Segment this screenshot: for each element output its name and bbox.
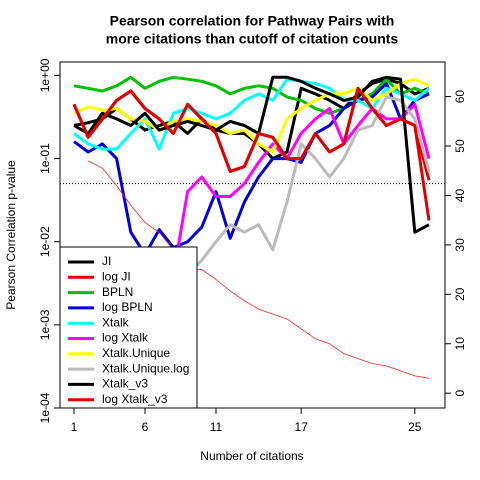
legend-label: BPLN	[102, 285, 133, 299]
x-tick-label: 11	[210, 420, 223, 434]
x-tick-label: 17	[295, 420, 309, 434]
y2-tick-label: 40	[453, 188, 467, 202]
y-tick-label: 1e-01	[38, 143, 52, 174]
y-tick-label: 1e+00	[38, 58, 52, 92]
x-axis-label: Number of citations	[200, 449, 303, 463]
series-line	[72, 86, 431, 221]
y2-tick-label: 20	[453, 287, 467, 301]
legend-label: log JI	[102, 269, 131, 283]
y-axis-label: Pearson Correlation p-value	[4, 160, 18, 310]
chart-title: more citations than cutoff of citation c…	[106, 31, 399, 47]
y-tick-label: 1e-04	[38, 392, 52, 423]
y2-tick-label: 30	[453, 238, 467, 252]
y2-tick-label: 50	[453, 139, 467, 153]
series-line	[88, 160, 430, 379]
x-tick-label: 25	[408, 420, 422, 434]
legend-label: Xtalk.Unique.log	[102, 361, 189, 375]
legend-label: JI	[102, 254, 111, 268]
y-tick-label: 1e-02	[38, 226, 52, 257]
y2-tick-label: 10	[453, 337, 467, 351]
legend-label: Xtalk_v3	[102, 377, 148, 391]
series-line	[73, 75, 430, 234]
legend-label: Xtalk.Unique	[102, 346, 170, 360]
plot-frame	[59, 61, 446, 409]
x-tick-label: 1	[71, 420, 78, 434]
legend-label: log Xtalk	[102, 331, 149, 345]
series-line	[73, 75, 430, 115]
legend-box	[59, 246, 198, 409]
series-line	[73, 77, 430, 154]
y-tick-label: 1e-03	[38, 309, 52, 340]
legend-label: log BPLN	[102, 300, 153, 314]
legend-label: log Xtalk_v3	[102, 392, 168, 406]
y2-tick-label: 0	[453, 390, 467, 397]
legend-label: Xtalk	[102, 315, 130, 329]
x-tick-label: 6	[142, 420, 149, 434]
chart-title: Pearson correlation for Pathway Pairs wi…	[110, 13, 395, 29]
y2-tick-label: 60	[453, 90, 467, 104]
